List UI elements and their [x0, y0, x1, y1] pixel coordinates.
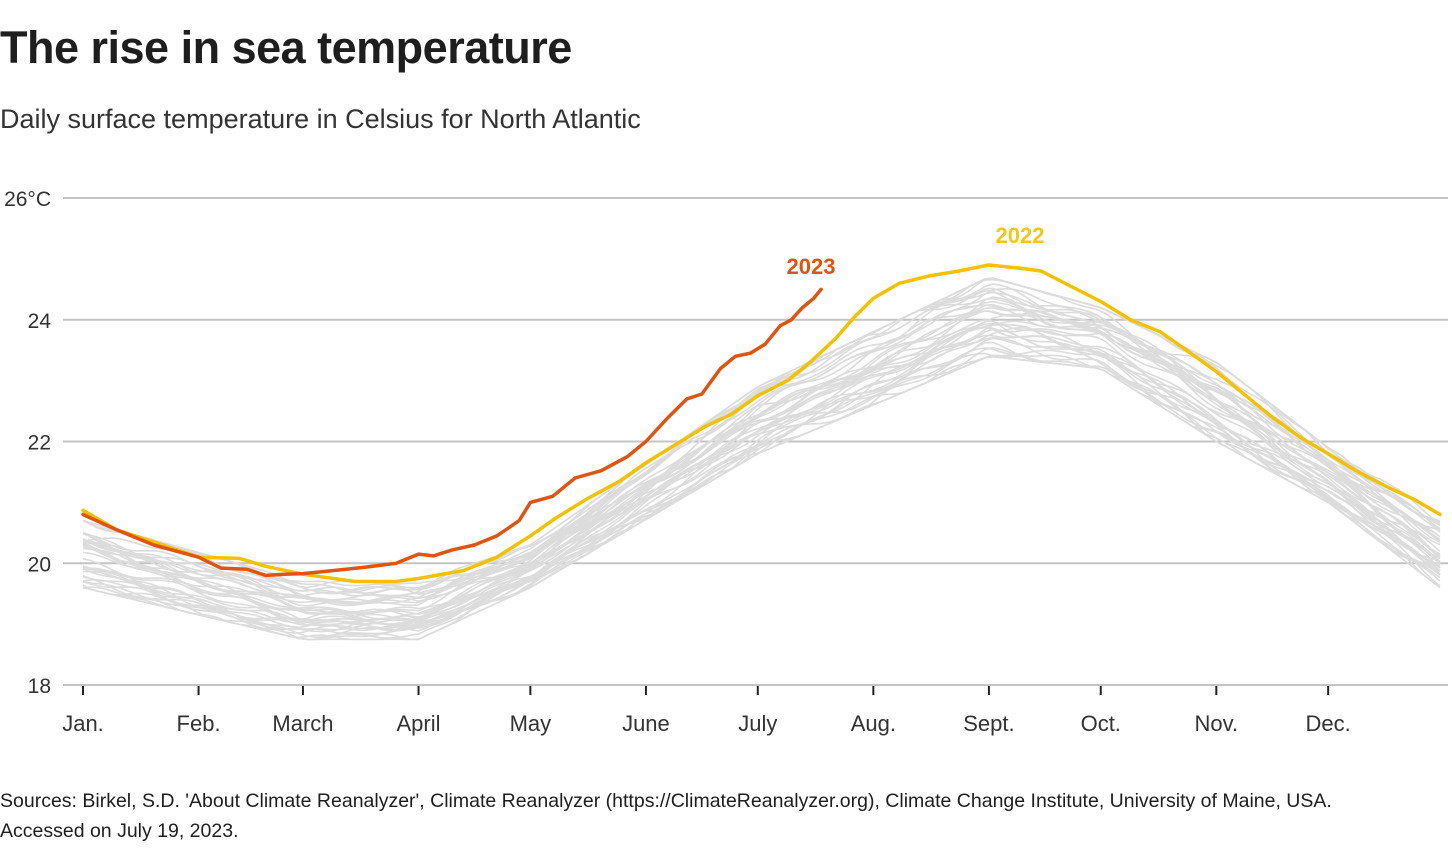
- background-year-line: [82, 310, 1441, 604]
- x-tick-label: March: [272, 711, 333, 736]
- highlight-series: [81, 263, 1442, 584]
- background-year-line: [82, 313, 1441, 625]
- x-tick-label: April: [397, 711, 441, 736]
- x-tick-label: Sept.: [963, 711, 1014, 736]
- series-labels: 2022 2023: [787, 223, 1045, 279]
- background-year-line: [82, 300, 1441, 615]
- series-label-2022: 2022: [996, 223, 1045, 248]
- y-tick-label: 18: [28, 675, 51, 698]
- background-year-line: [82, 326, 1441, 632]
- x-tick-label: Feb.: [177, 711, 221, 736]
- background-year-line: [82, 320, 1441, 604]
- series-line-2022: [81, 263, 1442, 584]
- line-chart: 26°C 24 22 20 18 Jan. Feb. March April May June Ju…: [4, 188, 1448, 736]
- background-year-line: [82, 341, 1441, 622]
- y-tick-label: 22: [28, 432, 51, 455]
- series-label-2023: 2023: [787, 254, 836, 279]
- source-note: Sources: Birkel, S.D. 'About Climate Rea…: [0, 790, 1332, 842]
- series-line-2023: [81, 287, 823, 578]
- x-tick-label: Oct.: [1081, 711, 1121, 736]
- y-tick-label: 20: [28, 553, 51, 576]
- x-axis: Jan. Feb. March April May June July Aug. Sept. Oc…: [62, 686, 1351, 736]
- x-tick-label: Dec.: [1306, 711, 1351, 736]
- x-tick-label: July: [738, 711, 777, 736]
- background-year-line: [82, 297, 1441, 615]
- background-year-line: [82, 310, 1441, 625]
- background-year-line: [83, 324, 1441, 621]
- y-tick-label: 26°C: [4, 188, 51, 211]
- x-tick-label: Aug.: [851, 711, 896, 736]
- x-tick-label: May: [510, 711, 552, 736]
- background-year-line: [82, 289, 1441, 602]
- x-tick-label: Nov.: [1195, 711, 1239, 736]
- background-year-line: [82, 307, 1441, 589]
- background-year-line: [82, 334, 1441, 641]
- background-year-line: [82, 328, 1441, 641]
- background-year-line: [82, 303, 1441, 604]
- background-year-line: [82, 287, 1441, 607]
- y-tick-label: 24: [28, 310, 52, 333]
- background-years: [82, 277, 1441, 641]
- x-tick-label: Jan.: [62, 711, 104, 736]
- y-axis: 26°C 24 22 20 18: [4, 188, 51, 698]
- background-year-line: [82, 318, 1441, 627]
- chart-subtitle: Daily surface temperature in Celsius for…: [0, 104, 641, 134]
- chart-title: The rise in sea temperature: [0, 22, 572, 73]
- background-year-line: [82, 287, 1441, 605]
- x-tick-label: June: [622, 711, 670, 736]
